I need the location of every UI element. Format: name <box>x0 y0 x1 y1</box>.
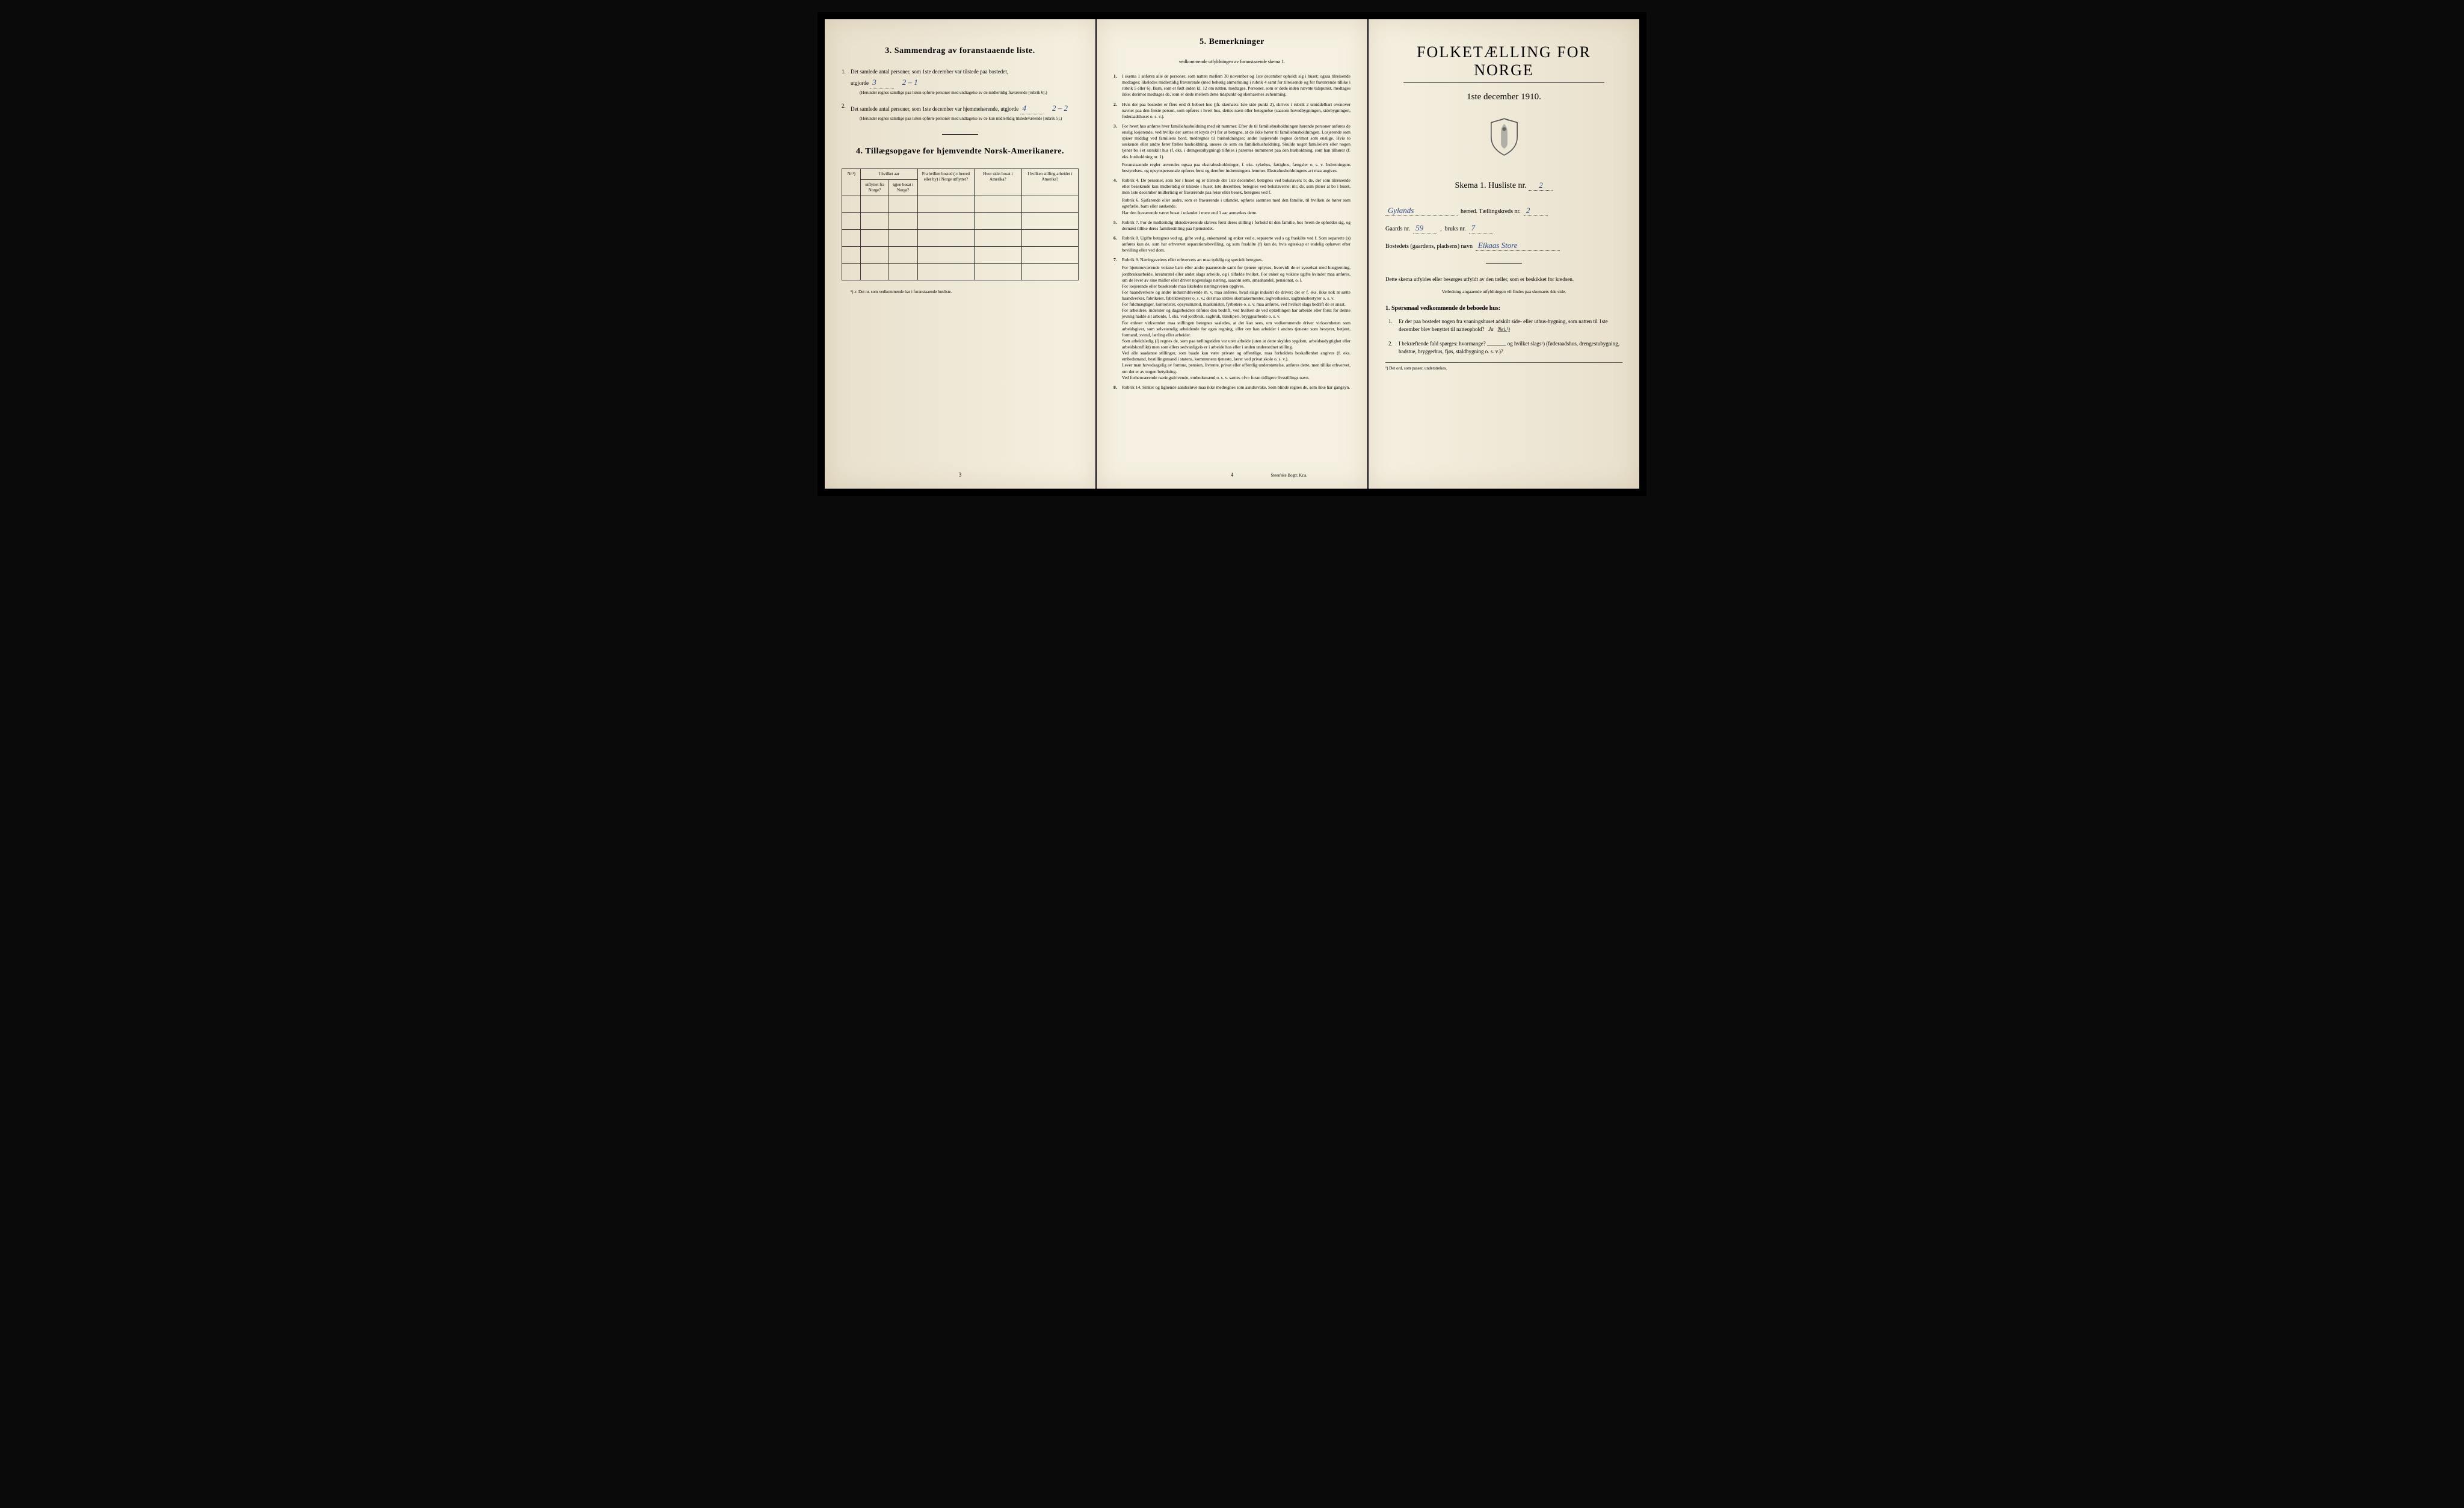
table-row <box>842 247 1079 264</box>
table-footnote: ¹) ɔ: Det nr. som vedkommende har i fora… <box>842 289 1079 294</box>
gaards-line: Gaards nr. 59, bruks nr. 7 <box>1385 223 1622 233</box>
section-3-title: 3. Sammendrag av foranstaaende liste. <box>842 46 1079 56</box>
note-2: (Herunder regnes samtlige paa listen opf… <box>851 116 1079 122</box>
th-stilling: I hvilken stilling arbeidet i Amerika? <box>1021 169 1078 196</box>
table-row <box>842 264 1079 280</box>
remark-item: 6.Rubrik 8. Ugifte betegnes ved ug, gift… <box>1113 235 1351 253</box>
page-middle: 5. Bemerkninger vedkommende utfyldningen… <box>1097 19 1367 489</box>
supplementary-table: Nr.¹) I hvilket aar Fra hvilket bosted (… <box>842 168 1079 280</box>
th-nr: Nr.¹) <box>842 169 861 196</box>
bruks-nr: 7 <box>1469 223 1493 233</box>
page-right: FOLKETÆLLING FOR NORGE 1ste december 191… <box>1369 19 1639 489</box>
th-utflyttet: utflyttet fra Norge? <box>861 180 889 196</box>
census-title: FOLKETÆLLING FOR NORGE <box>1385 43 1622 79</box>
question-1: 1. Er der paa bostedet nogen fra vaaning… <box>1385 318 1622 334</box>
instruction-small: Veiledning angaaende utfyldningen vil fi… <box>1385 289 1622 294</box>
handwritten-1: 2 – 1 <box>902 78 918 87</box>
document-container: 3. Sammendrag av foranstaaende liste. 1.… <box>818 12 1646 496</box>
kreds-nr: 2 <box>1524 206 1548 216</box>
remark-item: 2.Hvis der paa bostedet er flere end ét … <box>1113 102 1351 120</box>
page-left: 3. Sammendrag av foranstaaende liste. 1.… <box>825 19 1095 489</box>
remark-item: 4.Rubrik 4. De personer, som bor i huset… <box>1113 178 1351 216</box>
bosted-line: Bostedets (gaardens, pladsens) navn Eika… <box>1385 241 1622 251</box>
remark-item: 5.Rubrik 7. For de midlertidig tilstedev… <box>1113 220 1351 232</box>
coat-of-arms-icon <box>1385 117 1622 159</box>
table-row <box>842 213 1079 230</box>
divider <box>942 134 978 135</box>
section-5-subtitle: vedkommende utfyldningen av foranstaaend… <box>1113 59 1351 64</box>
summary-item-1: 1. Det samlede antal personer, som 1ste … <box>842 68 1079 96</box>
husliste-nr: 2 <box>1529 181 1553 191</box>
remark-item: 1.I skema 1 anføres alle de personer, so… <box>1113 73 1351 98</box>
answer-nei: Nei.¹) <box>1497 326 1509 332</box>
title-underline <box>1403 82 1605 83</box>
remark-item: 7.Rubrik 9. Næringsveiens eller erhverve… <box>1113 257 1351 381</box>
gaards-nr: 59 <box>1413 223 1437 233</box>
printer-mark: Steen'ske Bogtr. Kr.a. <box>1270 473 1307 478</box>
value-hjemme: 4 <box>1020 102 1044 115</box>
remark-item: 8.Rubrik 14. Sinker og lignende aandsslø… <box>1113 385 1351 391</box>
page-number: 3 <box>959 472 962 478</box>
page-number: 4 <box>1231 472 1234 478</box>
instruction: Dette skema utfyldes eller besørges utfy… <box>1385 276 1622 284</box>
herred-line: Gylands herred. Tællingskreds nr. 2 <box>1385 206 1622 216</box>
remarks-list: 1.I skema 1 anføres alle de personer, so… <box>1113 73 1351 391</box>
table-row <box>842 196 1079 213</box>
footnote: ¹) Det ord, som passer, understrekes. <box>1385 362 1622 371</box>
handwritten-2: 2 – 2 <box>1052 104 1068 113</box>
th-igjen: igjen bosat i Norge? <box>889 180 917 196</box>
herred-value: Gylands <box>1385 206 1458 216</box>
divider <box>1486 263 1522 264</box>
census-date: 1ste december 1910. <box>1385 92 1622 102</box>
table-row <box>842 230 1079 247</box>
section-4-title: 4. Tillægsopgave for hjemvendte Norsk-Am… <box>842 147 1079 156</box>
remark-item: 3.For hvert hus anføres hver familiehush… <box>1113 123 1351 174</box>
value-tilstede: 3 <box>870 76 894 89</box>
note-1: (Herunder regnes samtlige paa listen opf… <box>851 90 1079 96</box>
bosted-value: Eikaas Store <box>1476 241 1560 251</box>
summary-item-2: 2. Det samlede antal personer, som 1ste … <box>842 102 1079 122</box>
th-amerika: Hvor sidst bosat i Amerika? <box>975 169 1022 196</box>
section-5-title: 5. Bemerkninger <box>1113 37 1351 47</box>
question-2: 2. I bekræftende fald spørges: hvormange… <box>1385 340 1622 356</box>
skema-line: Skema 1. Husliste nr. 2 <box>1385 181 1622 191</box>
th-bosted: Fra hvilket bosted (ɔ: herred eller by) … <box>917 169 974 196</box>
question-heading: 1. Spørsmaal vedkommende de beboede hus: <box>1385 305 1622 312</box>
